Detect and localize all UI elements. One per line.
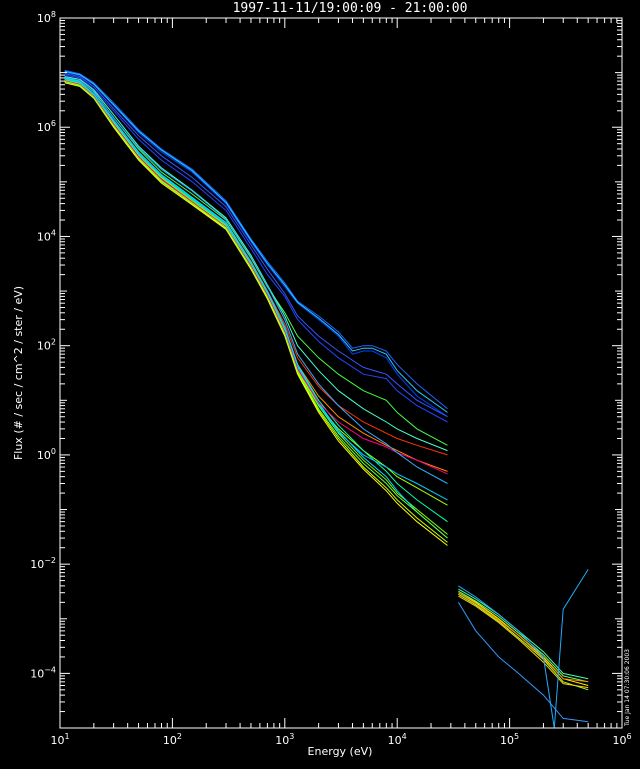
- series-line-16: [64, 78, 448, 501]
- series-line-24: [458, 592, 589, 683]
- timestamp-label: Tue Jan 14 07:30:06 2003: [624, 649, 631, 727]
- y-axis-label: Flux (# / sec / cm^2 / ster / eV): [12, 286, 25, 460]
- series-line-1: [64, 72, 448, 418]
- x-axis-label: Energy (eV): [308, 745, 373, 758]
- series-line-27: [458, 569, 589, 729]
- series-line-2: [64, 69, 448, 410]
- chart-title: 1997-11-11/19:00:09 - 21:00:00: [233, 1, 468, 16]
- series-line-15: [64, 82, 448, 546]
- series-line-6: [64, 73, 448, 418]
- series-line-17: [64, 80, 448, 475]
- series-line-18: [64, 80, 448, 539]
- series-line-23: [458, 595, 589, 689]
- series-line-22: [458, 590, 589, 683]
- series-line-26: [457, 602, 589, 723]
- series-line-3: [64, 71, 448, 413]
- series-layer: [64, 69, 589, 729]
- series-line-19: [64, 76, 448, 484]
- plot-frame: [59, 17, 623, 729]
- series-line-4: [64, 74, 448, 423]
- series-line-21: [458, 593, 589, 691]
